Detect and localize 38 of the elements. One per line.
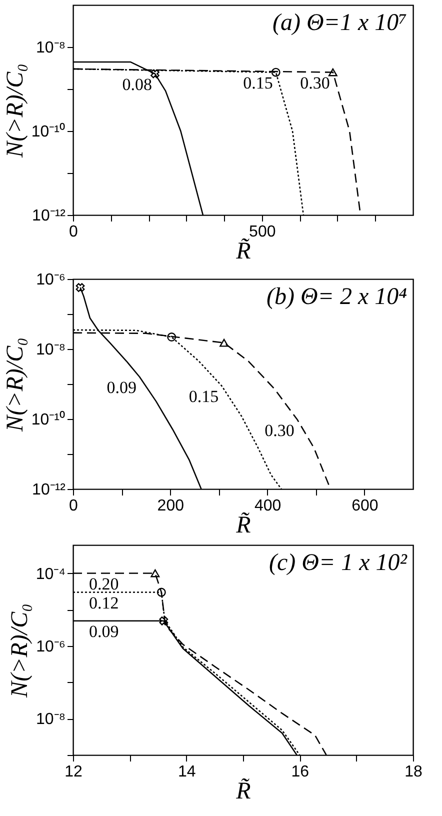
x-tick-label: 12 <box>64 764 82 780</box>
x-tick-label: 18 <box>404 764 422 780</box>
x-tick-label: 0 <box>69 224 78 240</box>
annotation: 0.15 <box>243 73 273 92</box>
annotation: 0.09 <box>106 378 137 397</box>
annotation: 0.15 <box>188 386 219 406</box>
y-tick-label: 10⁻⁸ <box>36 40 66 56</box>
y-tick-label: 10⁻⁸ <box>36 711 66 728</box>
x-tick-label: 14 <box>178 764 196 780</box>
y-tick-label: 10⁻⁶ <box>36 638 66 656</box>
y-tick-label: 10⁻⁸ <box>36 342 66 358</box>
y-tick-label: 10⁻¹² <box>32 208 66 224</box>
x-tick-label: 16 <box>291 764 310 780</box>
y-axis-title: N(>R)/C₀ <box>2 64 28 158</box>
x-tick-label: 200 <box>157 498 184 514</box>
annotation: 0.08 <box>122 74 152 94</box>
x-tick-label: 500 <box>249 224 276 240</box>
y-axis-title: N(>R)/C₀ <box>6 604 33 698</box>
x-axis-title: R̃ <box>235 512 252 538</box>
x-tick-label: 600 <box>352 498 378 514</box>
x-tick-label: 400 <box>254 498 282 514</box>
annotation: 0.30 <box>264 420 294 440</box>
y-axis-title: N(>R)/C₀ <box>2 338 28 432</box>
y-tick-label: 10⁻¹⁰ <box>31 410 66 428</box>
x-axis-title: R̃ <box>235 778 252 804</box>
y-tick-label: 10⁻⁶ <box>36 272 66 288</box>
y-tick-label: 10⁻¹⁰ <box>31 122 66 140</box>
chart-title: (b) Θ= 2 x 10⁴ <box>266 284 407 310</box>
chart-title: (a) Θ=1 x 10⁷ <box>272 10 407 36</box>
x-axis-title: R̃ <box>235 238 252 264</box>
y-tick-label: 10⁻⁴ <box>36 566 66 583</box>
y-tick-label: 10⁻¹² <box>32 482 66 498</box>
annotation: 0.12 <box>88 593 119 612</box>
annotation: 0.09 <box>88 622 119 641</box>
x-tick-label: 0 <box>69 498 78 514</box>
annotation: 0.30 <box>300 73 330 92</box>
annotation: 0.20 <box>88 574 119 594</box>
chart-title: (c) Θ= 1 x 10² <box>268 550 408 576</box>
